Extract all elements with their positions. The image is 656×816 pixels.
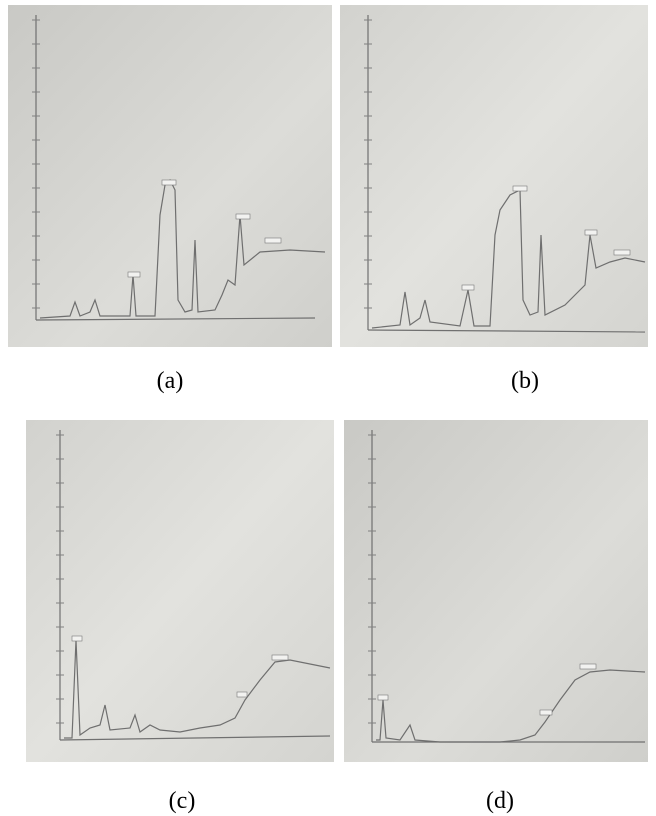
caption: (c) <box>169 788 196 814</box>
photo <box>8 5 332 347</box>
panel-c <box>26 420 334 762</box>
panel-a <box>8 5 332 347</box>
photo <box>340 5 648 347</box>
photo <box>344 420 648 762</box>
panel-b <box>340 5 648 347</box>
panel-d <box>344 420 648 762</box>
photo <box>26 420 334 762</box>
caption: (b) <box>511 368 539 394</box>
caption: (d) <box>486 788 514 814</box>
caption: (a) <box>157 368 184 394</box>
